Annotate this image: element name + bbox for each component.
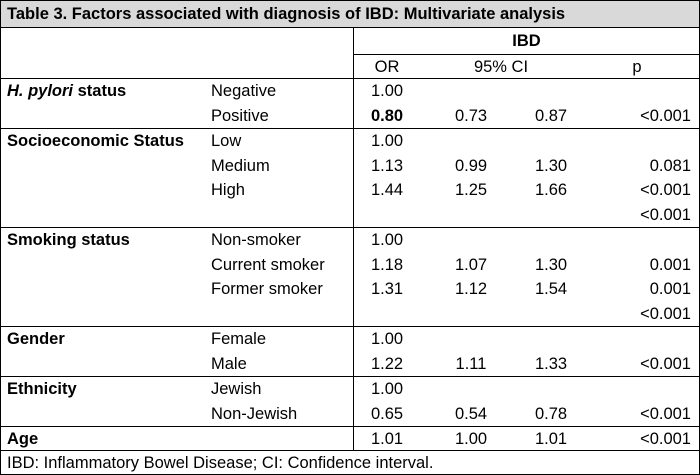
group-label-italic: H. pylori	[7, 82, 74, 100]
group-label: H. pylori status	[7, 81, 126, 101]
cell-p: <0.001	[640, 404, 691, 423]
header-ibd: IBD	[512, 32, 541, 50]
row-category: Positive	[211, 106, 269, 125]
cell-ci-upper: 1.30	[534, 255, 568, 274]
cell-or: 1.00	[370, 380, 404, 398]
cell-ci-upper: 1.01	[534, 430, 568, 448]
cell-or: 1.00	[370, 82, 404, 100]
row-category: Medium	[211, 156, 270, 175]
cell-p: <0.001	[640, 354, 691, 373]
group-rule	[1, 78, 699, 79]
cell-ci-lower: 1.12	[454, 280, 488, 298]
group-label: Smoking status	[7, 231, 130, 249]
cell-ci-upper: 1.66	[534, 181, 568, 199]
cell-or: 1.31	[370, 280, 404, 298]
cell-p: <0.001	[640, 181, 691, 199]
cell-ci-upper: 1.30	[534, 156, 568, 175]
table-footnote: IBD: Inflammatory Bowel Disease; CI: Con…	[7, 454, 434, 472]
cell-or: 1.13	[370, 156, 404, 175]
footer-rule	[1, 450, 699, 451]
cell-ci-lower: 1.11	[455, 354, 487, 373]
row-category: Female	[211, 330, 267, 348]
cell-or: 1.22	[370, 354, 404, 373]
cell-p: <0.001	[640, 205, 691, 224]
group-rule	[1, 376, 699, 377]
table-caption-text: Table 3. Factors associated with diagnos…	[7, 5, 566, 23]
group-label: Gender	[7, 330, 65, 348]
row-category: Negative	[211, 82, 277, 100]
group-rule	[1, 227, 699, 228]
cell-p: 0.001	[649, 255, 691, 274]
group-label-rest: status	[73, 82, 127, 100]
cell-or: 1.00	[370, 330, 404, 348]
cell-ci-lower: 0.99	[454, 156, 488, 175]
cell-or: 1.00	[370, 231, 404, 249]
cell-p: <0.001	[640, 106, 691, 125]
group-label: Socioeconomic Status	[7, 132, 184, 150]
header-p: p	[632, 58, 642, 76]
cell-ci-lower: 0.54	[454, 404, 488, 423]
cell-ci-lower: 1.25	[454, 181, 488, 199]
table-caption: Table 3. Factors associated with diagnos…	[1, 1, 699, 28]
row-category: Former smoker	[211, 280, 323, 298]
row-category: Jewish	[211, 380, 262, 398]
cell-p: 0.081	[649, 156, 691, 175]
header-or: OR	[374, 58, 400, 76]
cell-or: 1.01	[370, 430, 404, 448]
cell-ci-lower: 1.07	[454, 255, 488, 274]
cell-ci-lower: 1.00	[454, 430, 488, 448]
cell-ci-upper: 1.54	[534, 280, 568, 298]
row-category: Low	[211, 132, 242, 150]
cell-p: 0.001	[649, 280, 691, 298]
cell-ci-upper: 0.87	[534, 106, 568, 125]
cell-or: 1.18	[370, 255, 404, 274]
cell-or: 1.44	[370, 181, 404, 199]
group-rule	[1, 326, 699, 327]
cell-or: 0.80	[370, 106, 404, 125]
cell-ci-upper: 0.78	[534, 404, 568, 423]
row-category: Non-Jewish	[211, 404, 298, 423]
header-subrule	[354, 54, 699, 55]
row-category: High	[211, 181, 245, 199]
row-category: Male	[211, 354, 247, 373]
cell-ci-upper: 1.33	[534, 354, 568, 373]
row-category: Non-smoker	[211, 231, 301, 249]
column-divider	[353, 28, 354, 451]
cell-or: 0.65	[370, 404, 404, 423]
cell-p: <0.001	[640, 430, 691, 448]
header-ci: 95% CI	[473, 58, 529, 76]
cell-or: 1.00	[370, 132, 404, 150]
group-label: Ethnicity	[7, 380, 77, 398]
cell-p: <0.001	[640, 304, 691, 323]
group-rule	[1, 426, 699, 427]
group-rule	[1, 128, 699, 129]
cell-ci-lower: 0.73	[454, 106, 488, 125]
row-category: Current smoker	[211, 255, 325, 274]
group-label: Age	[7, 430, 39, 448]
